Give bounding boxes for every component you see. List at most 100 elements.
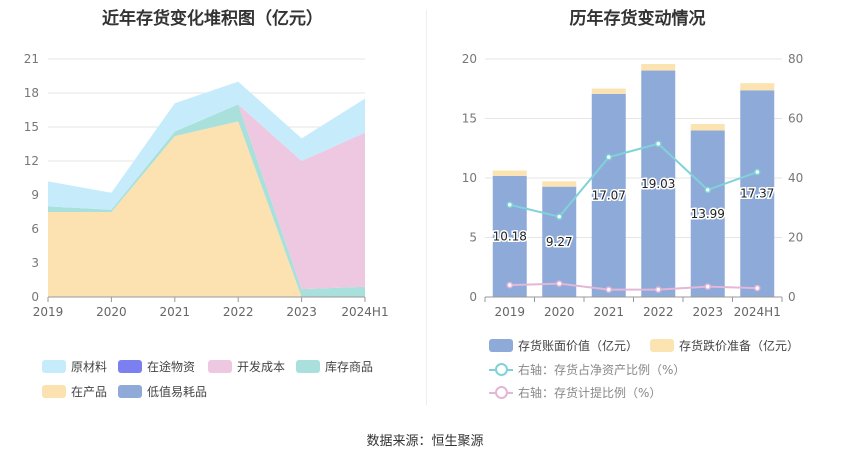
line-point — [754, 284, 761, 292]
x-tick-label: 2020 — [544, 305, 575, 319]
bar-impairment — [740, 83, 775, 91]
line-point — [704, 186, 711, 194]
legend-swatch — [208, 360, 232, 373]
y-tick-label: 12 — [24, 154, 39, 168]
legend-label: 存货跌价准备（亿元） — [679, 339, 800, 353]
data-label: 17.07 — [592, 188, 626, 202]
bar-book-value — [492, 175, 527, 297]
inventory-bar-line-chart: 0 5 10 15 20 0 20 40 60 80 10.18 9.27 17.07 19.03 13.9… — [462, 52, 804, 319]
y2-tick-label: 20 — [788, 231, 803, 245]
x-tick-label: 2022 — [223, 305, 254, 319]
y2-tick-label: 60 — [788, 112, 803, 126]
x-tick-label: 2022 — [643, 305, 674, 319]
data-label: 9.27 — [546, 235, 573, 249]
data-label: 17.37 — [740, 187, 774, 201]
legend-label: 存货账面价值（亿元） — [518, 339, 639, 353]
legend-label: 右轴：存货计提比例（%） — [518, 386, 662, 400]
line-point — [506, 281, 513, 289]
inventory-stacked-area-panel: 近年存货变化堆积图（亿元） 0 3 6 9 12 15 18 21 2019 2020 2021 20… — [0, 0, 425, 430]
line-point — [655, 286, 662, 293]
line-point — [704, 283, 711, 290]
legend-label: 开发成本 — [237, 360, 286, 374]
legend-item[interactable]: 在途物资 — [118, 358, 195, 375]
legend-item[interactable]: 库存商品 — [296, 358, 373, 375]
x-tick-label: 2023 — [286, 305, 317, 319]
y2-tick-label: 0 — [788, 290, 796, 304]
x-tick-label: 2019 — [494, 305, 525, 319]
y-tick-label: 15 — [24, 120, 39, 134]
legend-swatch — [650, 339, 674, 352]
y-tick-label: 18 — [24, 86, 39, 100]
legend-swatch — [489, 386, 513, 399]
x-tick-label: 2023 — [692, 305, 723, 319]
legend-item[interactable]: 在产品 — [42, 383, 107, 400]
line-series — [509, 282, 758, 291]
right-legend: 存货账面价值（亿元） 存货跌价准备（亿元） 右轴：存货占净资产比例（%） 右轴：存货计… — [425, 0, 850, 430]
bar-book-value — [542, 186, 577, 297]
bar-book-value — [740, 90, 775, 297]
legend-swatch — [489, 339, 513, 352]
y2-tick-label: 40 — [788, 171, 803, 185]
bar-impairment — [690, 123, 725, 131]
legend-item[interactable]: 右轴：存货占净资产比例（%） — [489, 361, 685, 378]
line-point — [605, 286, 612, 293]
bar-impairment — [492, 170, 527, 176]
line-point — [506, 201, 513, 209]
area-series — [48, 104, 365, 290]
bar-book-value — [591, 93, 626, 297]
y-tick-label: 9 — [31, 188, 39, 202]
y-tick-label: 6 — [31, 222, 39, 236]
legend-swatch — [42, 385, 66, 398]
x-tick-label: 2019 — [33, 305, 64, 319]
legend-label: 右轴：存货占净资产比例（%） — [518, 363, 686, 377]
legend-swatch — [489, 363, 513, 376]
line-point — [655, 140, 662, 148]
legend-item[interactable]: 原材料 — [42, 358, 107, 375]
y-tick-label: 20 — [462, 52, 477, 66]
legend-item[interactable]: 开发成本 — [208, 358, 285, 375]
legend-label: 在产品 — [71, 385, 108, 399]
legend-item[interactable]: 存货账面价值（亿元） — [489, 337, 638, 354]
panel-divider — [426, 10, 427, 405]
inventory-bar-panel: 历年存货变动情况 0 5 10 15 20 0 20 40 60 80 10.18 9.27 17.07… — [425, 0, 850, 430]
line-point — [556, 280, 563, 287]
legend-swatch — [118, 385, 142, 398]
stacked-area-chart: 0 3 6 9 12 15 18 21 2019 2020 2021 2022 2023 2024H1 — [24, 52, 389, 319]
legend-label: 库存商品 — [325, 360, 374, 374]
legend-item[interactable]: 低值易耗品 — [118, 383, 207, 400]
bar-book-value — [641, 70, 676, 297]
area-series — [48, 104, 365, 297]
left-legend: 原材料 在途物资 开发成本 库存商品在产品 低值易耗品 — [0, 0, 425, 430]
legend-label: 原材料 — [71, 360, 108, 374]
area-series — [48, 81, 365, 210]
y-tick-label: 21 — [24, 52, 39, 66]
area-series — [48, 121, 365, 297]
legend-item[interactable]: 存货跌价准备（亿元） — [650, 337, 799, 354]
x-tick-label: 2021 — [593, 305, 624, 319]
x-tick-label: 2024H1 — [734, 305, 781, 319]
y-tick-label: 10 — [462, 171, 477, 185]
legend-item[interactable]: 右轴：存货计提比例（%） — [489, 384, 661, 401]
y2-tick-label: 80 — [788, 52, 803, 66]
legend-label: 低值易耗品 — [147, 385, 208, 399]
right-chart-title: 历年存货变动情况 — [569, 9, 706, 29]
line-point — [556, 213, 563, 220]
bar-impairment — [591, 88, 626, 94]
data-label: 10.18 — [493, 229, 527, 243]
left-chart-title: 近年存货变化堆积图（亿元） — [102, 9, 323, 29]
bar-book-value — [690, 130, 725, 297]
legend-swatch — [296, 360, 320, 373]
y-tick-label: 3 — [31, 256, 39, 270]
data-source: 数据来源：恒生聚源 — [366, 434, 484, 449]
legend-label: 在途物资 — [147, 360, 196, 374]
bar-impairment — [542, 181, 577, 187]
x-tick-label: 2021 — [160, 305, 191, 319]
data-label: 19.03 — [641, 177, 675, 191]
legend-swatch — [42, 360, 66, 373]
y-tick-label: 5 — [469, 231, 477, 245]
y-tick-label: 0 — [469, 290, 477, 304]
x-tick-label: 2020 — [96, 305, 127, 319]
line-point — [605, 153, 612, 161]
x-tick-label: 2024H1 — [341, 305, 388, 319]
y-tick-label: 15 — [462, 112, 477, 126]
